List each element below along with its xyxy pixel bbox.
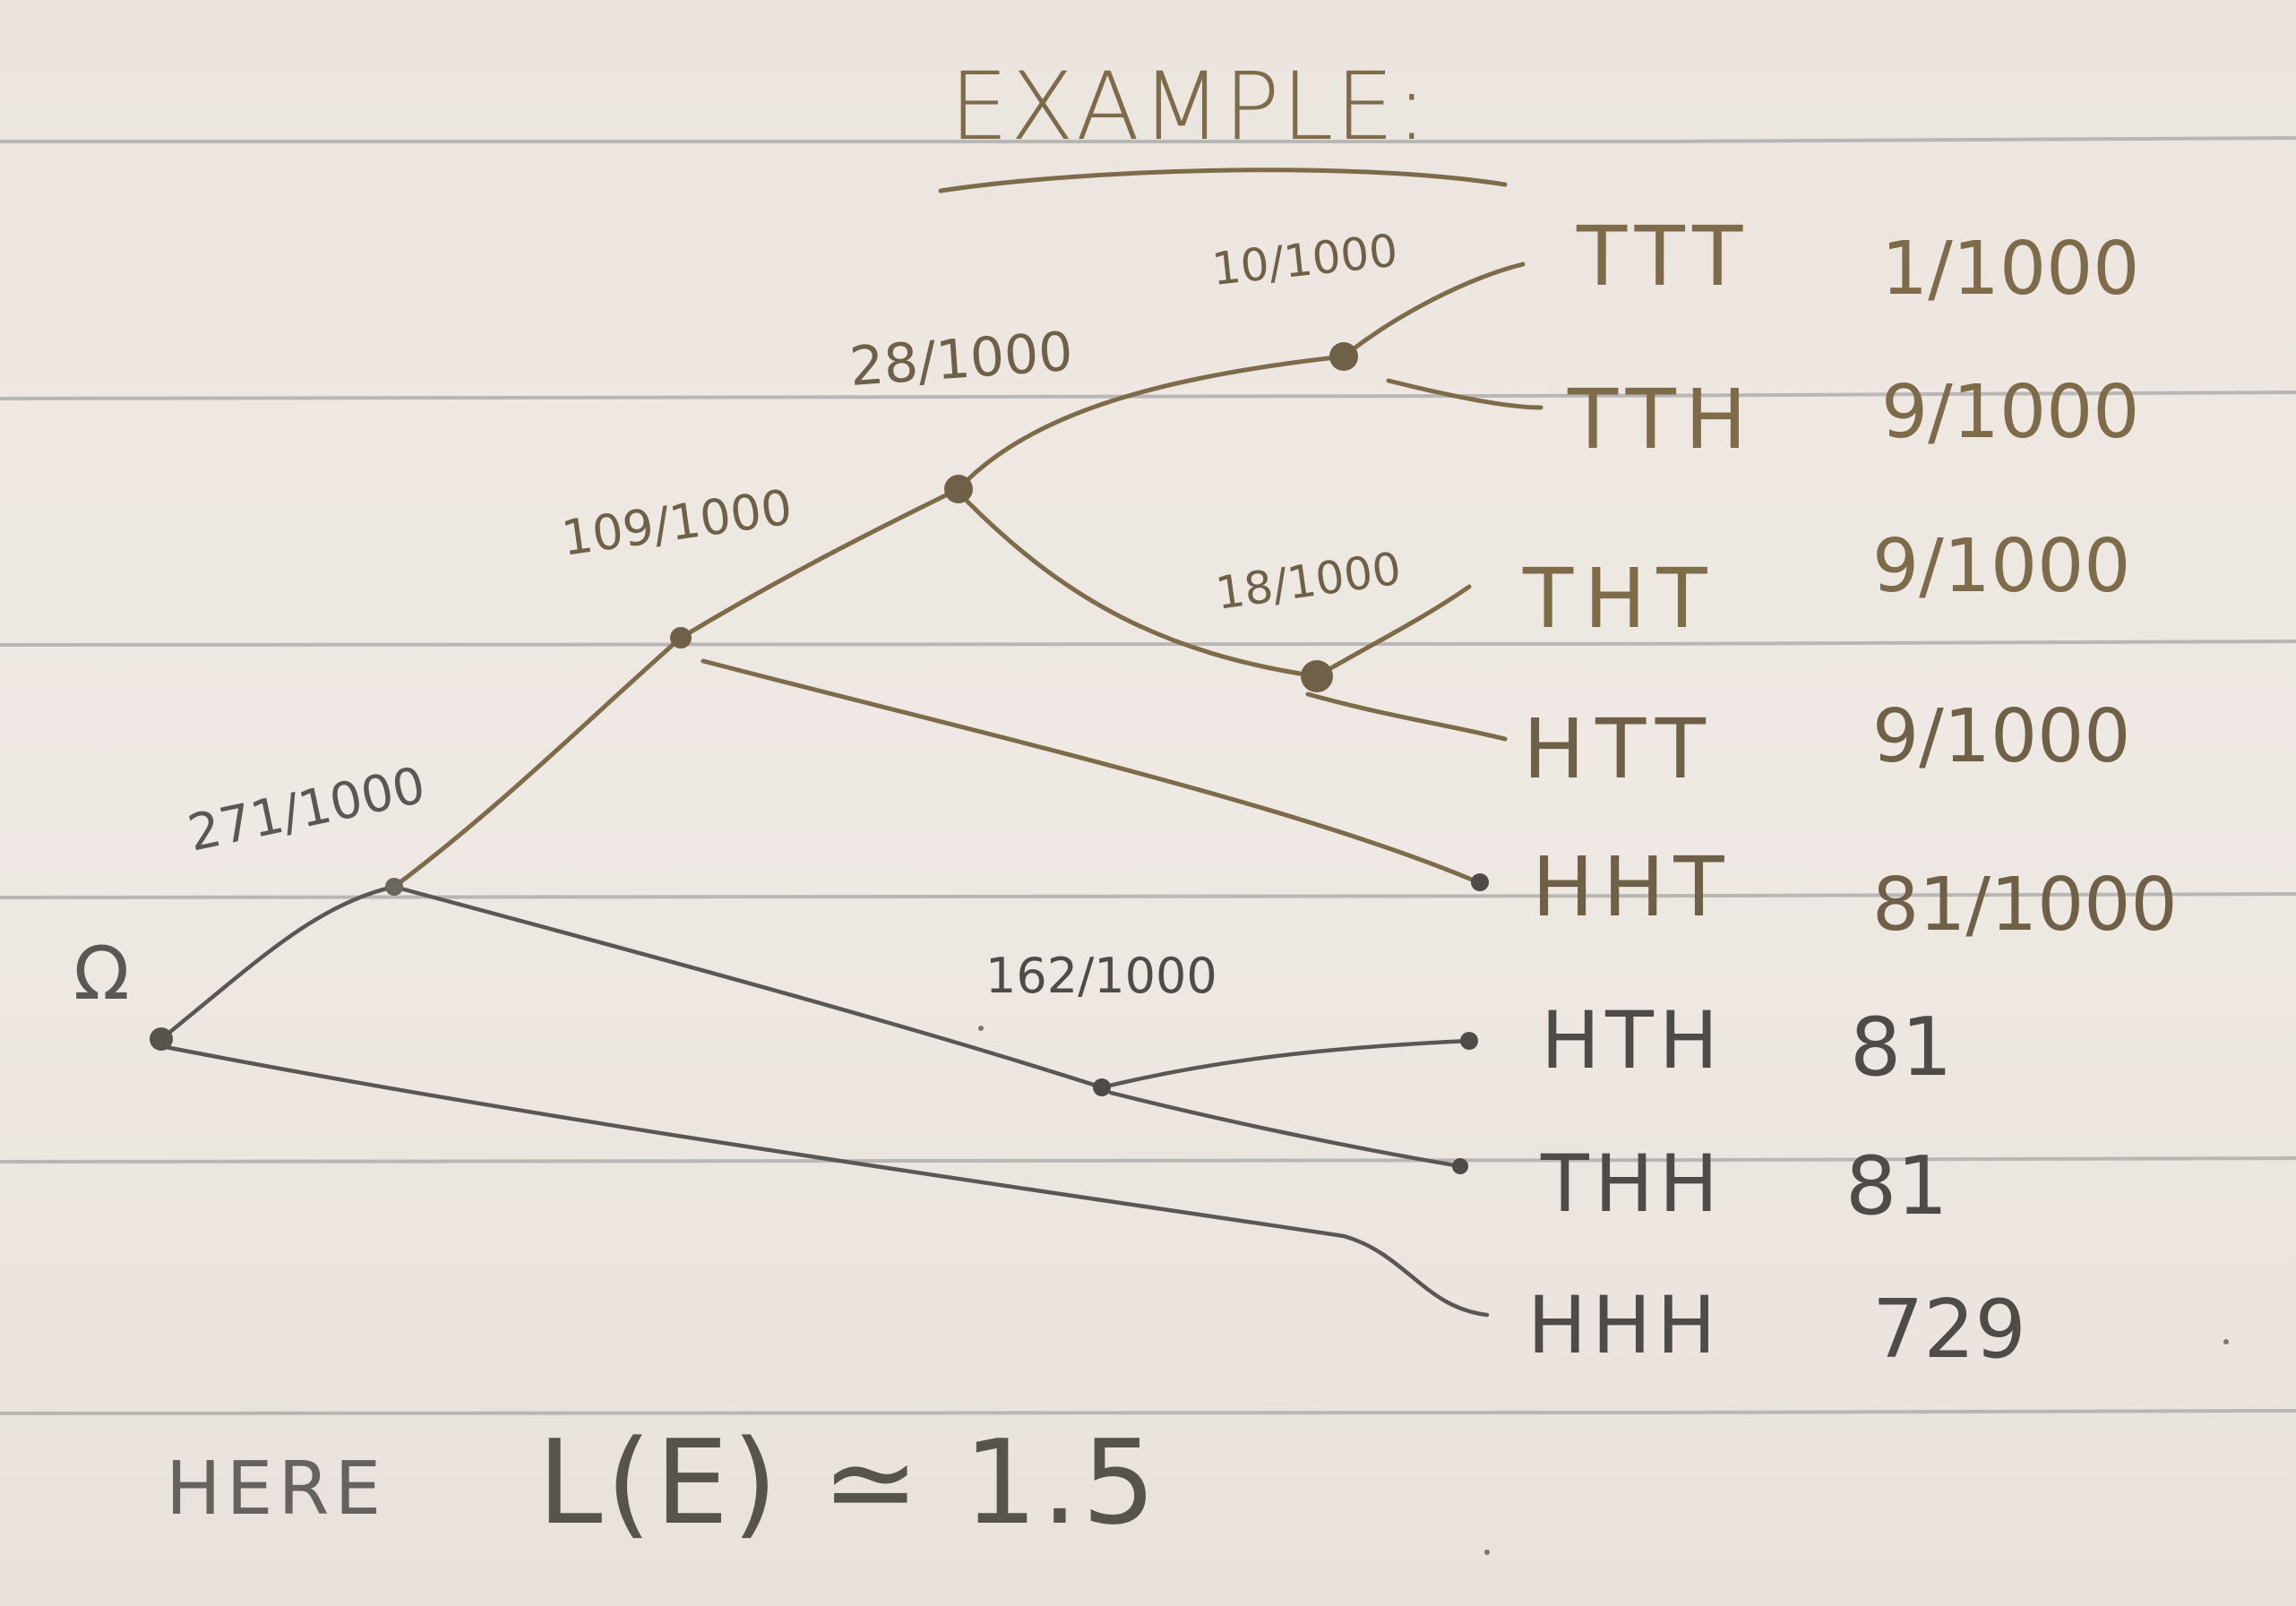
- stray-dot: [2223, 1339, 2229, 1344]
- branch-label-109: 109/1000: [558, 478, 795, 566]
- branch-28-to-18: [965, 499, 1320, 679]
- node-271: [385, 878, 403, 896]
- outcome-probability: 9/1000: [1872, 694, 2130, 779]
- outcome-probability: 81: [1850, 1001, 1953, 1095]
- outcome-probabilities: 1/1000 9/1000 9/1000 9/1000 81/1000 81 8…: [1845, 227, 2178, 1377]
- branch-label-28: 28/1000: [847, 321, 1075, 399]
- branch-162-to-thh: [1108, 1090, 1463, 1169]
- branch-18-to-tht: [1314, 584, 1472, 679]
- branch-271-to-162: [391, 884, 1105, 1090]
- leaf-hth: [1460, 1032, 1478, 1050]
- outcome-probability: 81/1000: [1872, 863, 2178, 948]
- footer-prefix: HERE: [166, 1447, 386, 1532]
- tree-branches: [159, 262, 1544, 1318]
- branch-root-to-node-271: [159, 884, 397, 1042]
- stray-marks: [978, 1026, 2229, 1555]
- branch-10-to-tth: [1386, 378, 1544, 410]
- stray-dot: [978, 1026, 984, 1031]
- branch-label-271: 271/1000: [183, 756, 430, 863]
- node-18: [1301, 660, 1333, 692]
- leaf-thh: [1452, 1158, 1468, 1174]
- outcome-probability: 9/1000: [1881, 370, 2139, 455]
- stray-dot: [1484, 1550, 1490, 1555]
- title: EXAMPLE:: [950, 52, 1429, 161]
- branch-root-to-hhh: [159, 1043, 1490, 1318]
- branch-label-10: 10/1000: [1209, 225, 1400, 296]
- branch-109-to-hht: [701, 658, 1481, 885]
- title-underline: [938, 167, 1508, 193]
- node-10: [1329, 342, 1358, 371]
- branch-label-18: 18/1000: [1213, 543, 1405, 620]
- tree-nodes: [150, 342, 1489, 1174]
- branch-28-to-10: [956, 354, 1346, 492]
- footer-note: HERE L(E) ≃ 1.5: [166, 1414, 1159, 1550]
- footer-expression: L(E) ≃ 1.5: [537, 1414, 1159, 1550]
- node-root: [150, 1027, 173, 1051]
- outcome-sequence: HHH: [1527, 1279, 1722, 1371]
- outcome-sequence: HTH: [1541, 994, 1724, 1086]
- outcome-sequence: TTH: [1567, 372, 1756, 468]
- branch-label-162: 162/1000: [985, 948, 1217, 1004]
- outcome-sequence: TTT: [1576, 209, 1751, 305]
- outcome-sequences: TTT TTH THT HTT HHT HTH THH HHH: [1522, 209, 1756, 1371]
- branch-18-to-htt: [1305, 691, 1508, 742]
- outcome-probability: 729: [1872, 1283, 2026, 1377]
- branch-162-to-hth: [1099, 1038, 1472, 1090]
- branch-109-to-28: [678, 486, 961, 640]
- outcome-sequence: THH: [1540, 1138, 1724, 1230]
- branch-10-to-ttt: [1341, 262, 1526, 359]
- outcome-probability: 81: [1845, 1139, 1948, 1233]
- branch-271-to-109: [391, 635, 684, 889]
- node-162: [1093, 1078, 1111, 1096]
- outcome-sequence: HHT: [1532, 839, 1733, 935]
- node-28: [944, 475, 973, 503]
- outcome-probability: 1/1000: [1881, 227, 2139, 312]
- outcome-sequence: THT: [1522, 551, 1718, 647]
- outcome-sequence: HTT: [1523, 701, 1716, 797]
- root-label: Ω: [73, 932, 130, 1017]
- leaf-hht: [1471, 873, 1489, 891]
- branch-labels: 271/1000 109/1000 28/1000 10/1000 18/100…: [183, 225, 1404, 1004]
- outcome-probability: 9/1000: [1872, 524, 2130, 609]
- node-109: [670, 627, 692, 648]
